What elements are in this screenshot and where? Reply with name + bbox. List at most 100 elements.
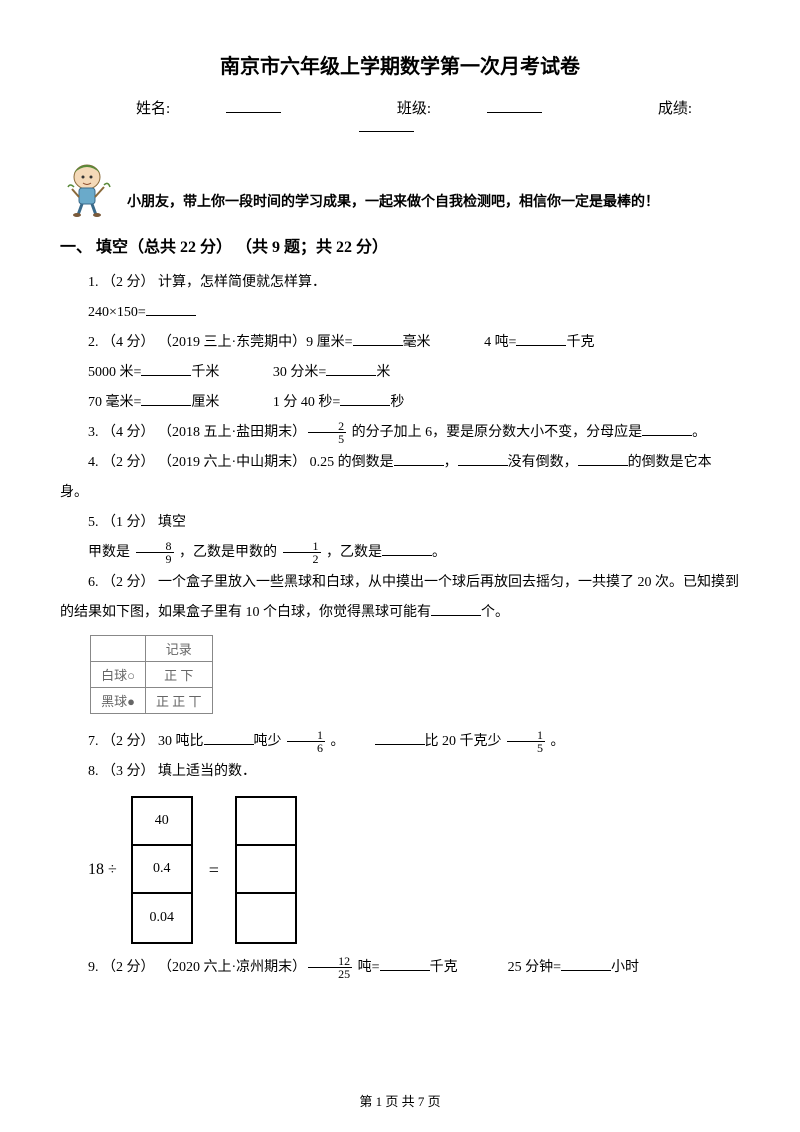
q3-end: 。 (692, 425, 706, 440)
q9-m2: 25 分钟= (508, 960, 561, 975)
q7-l: 7. （2 分） 30 吨比 (88, 734, 204, 749)
q2-u6: 秒 (390, 395, 404, 410)
q6-line2: 的结果如下图，如果盒子里有 10 个白球，你觉得黑球可能有个。 (60, 599, 740, 627)
q8-ans-1[interactable] (237, 798, 295, 846)
q8-ans-3[interactable] (237, 894, 295, 942)
q3-la: 3. （4 分） （2018 五上·盐田期末） (88, 425, 306, 440)
q4-line2: 身。 (60, 479, 740, 507)
q9-b1[interactable] (380, 957, 430, 971)
q9-b2[interactable] (561, 957, 611, 971)
name-label: 姓名: (136, 101, 170, 117)
q4-m1: ， (444, 455, 458, 470)
section-1-header: 一、 填空（总共 22 分） （共 9 题；共 22 分） (60, 233, 740, 257)
q3-frac: 25 (308, 420, 346, 445)
q2-l3a: 70 毫米= (88, 395, 141, 410)
q7-m2: 。 (327, 734, 345, 749)
q7-m1: 吨少 (254, 734, 286, 749)
q7-f1d: 6 (287, 742, 325, 754)
q9-frac: 1225 (308, 955, 352, 980)
class-blank[interactable] (487, 99, 542, 113)
q5-b[interactable] (382, 542, 432, 556)
q2-u4: 米 (376, 365, 390, 380)
q8-eq: = (209, 860, 219, 881)
q5-f2d: 2 (283, 553, 321, 565)
q5-e: 。 (432, 545, 446, 560)
q4-l: 4. （2 分） （2019 六上·中山期末） 0.25 的倒数是 (88, 455, 394, 470)
q9-u2: 小时 (611, 960, 639, 975)
mascot-icon (60, 157, 115, 217)
q7-f2d: 5 (507, 742, 545, 754)
q2-b4[interactable] (326, 362, 376, 376)
q4-b2[interactable] (458, 452, 508, 466)
q2-b1[interactable] (353, 332, 403, 346)
q9: 9. （2 分） （2020 六上·凉州期末）1225 吨= 千克 25 分钟= 小时 (60, 954, 740, 982)
tally-empty (91, 636, 146, 662)
mascot-row: 小朋友，带上你一段时间的学习成果，一起来做个自我检测吧，相信你一定是最棒的！ (60, 157, 740, 217)
q2-line2: 5000 米= 千米 30 分米= 米 (60, 359, 740, 387)
q5: 5. （1 分） 填空 (60, 509, 740, 537)
q7-b2[interactable] (375, 731, 425, 745)
encourage-text: 小朋友，带上你一段时间的学习成果，一起来做个自我检测吧，相信你一定是最棒的！ (127, 157, 659, 214)
q4-m2: 没有倒数， (508, 455, 578, 470)
q8-left-stack: 40 0.4 0.04 (131, 796, 193, 944)
q2-b5[interactable] (141, 392, 191, 406)
q4-b3[interactable] (578, 452, 628, 466)
q3-lb: 的分子加上 6，要是原分数大小不变，分母应是 (348, 425, 642, 440)
q2-u3: 千米 (191, 365, 219, 380)
score-label: 成绩: (658, 101, 692, 117)
q2-line3: 70 毫米= 厘米 1 分 40 秒= 秒 (60, 389, 740, 417)
q7-e: 。 (547, 734, 565, 749)
q7-m3: 比 20 千克少 (425, 734, 506, 749)
q4-b1[interactable] (394, 452, 444, 466)
q5-f1: 89 (136, 540, 174, 565)
q1-blank[interactable] (146, 302, 196, 316)
tally-header: 记录 (146, 636, 213, 662)
q9-fd: 25 (308, 968, 352, 980)
q7: 7. （2 分） 30 吨比吨少 16 。比 20 千克少 15 。 (60, 728, 740, 756)
tally-white-label: 白球○ (91, 662, 146, 688)
q2-b3[interactable] (141, 362, 191, 376)
q1-expr-text: 240×150= (88, 305, 146, 320)
q2-b2[interactable] (516, 332, 566, 346)
q7-b1[interactable] (204, 731, 254, 745)
q8: 8. （3 分） 填上适当的数． (60, 758, 740, 786)
q8-ans-2[interactable] (237, 846, 295, 894)
q6-b[interactable] (431, 602, 481, 616)
q2-label: 2. （4 分） （2019 三上·东莞期中）9 厘米= (88, 335, 353, 350)
q5-m2: ，乙数是 (323, 545, 383, 560)
q8-cell-3: 0.04 (133, 894, 191, 942)
q1: 1. （2 分） 计算，怎样简便就怎样算． (60, 269, 740, 297)
tally-black-val: 正 正 丅 (146, 688, 213, 714)
q4: 4. （2 分） （2019 六上·中山期末） 0.25 的倒数是 ， 没有倒数， 的… (60, 449, 740, 477)
tally-table: 记录 白球○正 下 黑球●正 正 丅 (90, 635, 213, 714)
q8-right-stack (235, 796, 297, 944)
q3-blank[interactable] (642, 422, 692, 436)
q3: 3. （4 分） （2018 五上·盐田期末）25 的分子加上 6，要是原分数大… (60, 419, 740, 447)
score-blank[interactable] (359, 118, 414, 132)
q5-f2: 12 (283, 540, 321, 565)
class-label: 班级: (397, 101, 431, 117)
q2-l2b: 30 分米= (273, 365, 326, 380)
q5-m: ，乙数是甲数的 (176, 545, 281, 560)
q7-f1: 16 (287, 729, 325, 754)
q9-u1: 千克 (430, 960, 458, 975)
info-row: 姓名: 班级: 成绩: (60, 97, 740, 137)
page-footer: 第 1 页 共 7 页 (0, 1091, 800, 1110)
q2-u2: 千克 (566, 335, 594, 350)
page-title: 南京市六年级上学期数学第一次月考试卷 (60, 50, 740, 79)
q9-m1: 吨= (354, 960, 379, 975)
q9-l: 9. （2 分） （2020 六上·凉州期末） (88, 960, 306, 975)
q4-e: 的倒数是它本 (628, 455, 712, 470)
q5-f1d: 9 (136, 553, 174, 565)
q8-cell-1: 40 (133, 798, 191, 846)
name-blank[interactable] (226, 99, 281, 113)
q2-l3b: 1 分 40 秒= (273, 395, 340, 410)
q3-fd: 5 (308, 433, 346, 445)
q6-l2: 的结果如下图，如果盒子里有 10 个白球，你觉得黑球可能有 (60, 605, 431, 620)
q2: 2. （4 分） （2019 三上·东莞期中）9 厘米=毫米 4 吨=千克 (60, 329, 740, 357)
q2-b6[interactable] (340, 392, 390, 406)
q8-prefix: 18 ÷ (88, 861, 117, 879)
q2-l2a: 5000 米= (88, 365, 141, 380)
q6: 6. （2 分） 一个盒子里放入一些黑球和白球，从中摸出一个球后再放回去摇匀，一… (60, 569, 740, 597)
q2-u5: 厘米 (191, 395, 219, 410)
